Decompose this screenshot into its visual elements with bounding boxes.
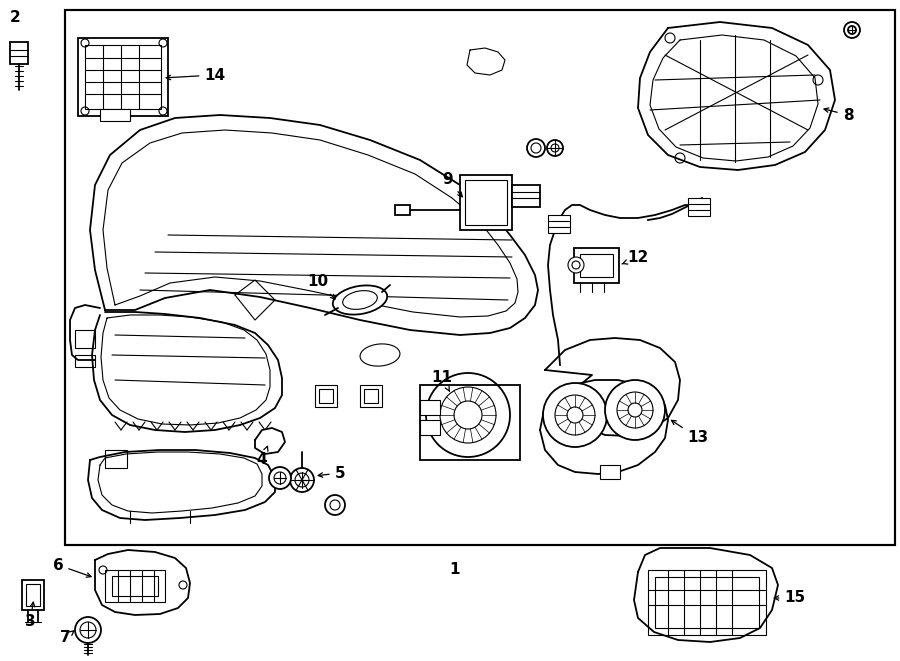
Bar <box>420 400 440 415</box>
Polygon shape <box>467 48 505 75</box>
Circle shape <box>269 467 291 489</box>
Bar <box>10 42 28 64</box>
Bar <box>580 254 613 277</box>
Polygon shape <box>95 550 190 615</box>
Text: 2: 2 <box>10 11 21 26</box>
Text: 7: 7 <box>59 631 74 646</box>
Text: 15: 15 <box>774 590 806 605</box>
Bar <box>360 385 382 407</box>
Bar <box>420 420 440 435</box>
Bar <box>465 180 507 225</box>
Circle shape <box>75 617 101 643</box>
Circle shape <box>527 139 545 157</box>
Ellipse shape <box>360 344 400 366</box>
Polygon shape <box>255 428 285 454</box>
Bar <box>688 198 710 216</box>
Circle shape <box>547 140 563 156</box>
Bar <box>22 580 44 610</box>
Text: 9: 9 <box>443 173 463 197</box>
Bar <box>460 175 512 230</box>
Bar <box>648 570 766 635</box>
Bar <box>65 10 895 545</box>
Text: 11: 11 <box>431 371 453 391</box>
Bar <box>100 109 130 121</box>
Text: 1: 1 <box>450 563 460 578</box>
Circle shape <box>568 257 584 273</box>
Bar <box>548 215 570 233</box>
Circle shape <box>290 468 314 492</box>
Bar <box>26 584 40 606</box>
Text: 14: 14 <box>166 67 226 83</box>
Text: 8: 8 <box>824 108 853 122</box>
Bar <box>75 355 95 367</box>
Text: 13: 13 <box>671 420 708 446</box>
Bar <box>364 389 378 403</box>
Bar <box>85 45 161 109</box>
Bar <box>65 10 895 545</box>
Ellipse shape <box>333 286 387 315</box>
Bar <box>420 385 520 460</box>
Bar <box>600 465 620 479</box>
Text: 12: 12 <box>622 251 649 266</box>
Text: 5: 5 <box>319 465 346 481</box>
Bar <box>315 385 337 407</box>
Circle shape <box>605 380 665 440</box>
Bar <box>395 205 410 215</box>
Bar <box>75 330 95 348</box>
Text: 6: 6 <box>52 557 91 577</box>
Polygon shape <box>634 548 778 642</box>
Bar <box>105 570 165 602</box>
Text: 10: 10 <box>308 274 335 299</box>
Circle shape <box>844 22 860 38</box>
Polygon shape <box>92 312 282 432</box>
Bar <box>112 576 158 596</box>
Text: 4: 4 <box>256 446 268 467</box>
Polygon shape <box>90 115 538 335</box>
Bar <box>655 577 759 628</box>
Bar <box>105 450 127 468</box>
Bar <box>319 389 333 403</box>
Circle shape <box>325 495 345 515</box>
Polygon shape <box>545 338 680 436</box>
Bar <box>574 248 619 283</box>
Bar <box>78 38 168 116</box>
Bar <box>512 185 540 207</box>
Text: 3: 3 <box>24 602 35 629</box>
Polygon shape <box>88 450 275 520</box>
Polygon shape <box>638 22 835 170</box>
Circle shape <box>543 383 607 447</box>
